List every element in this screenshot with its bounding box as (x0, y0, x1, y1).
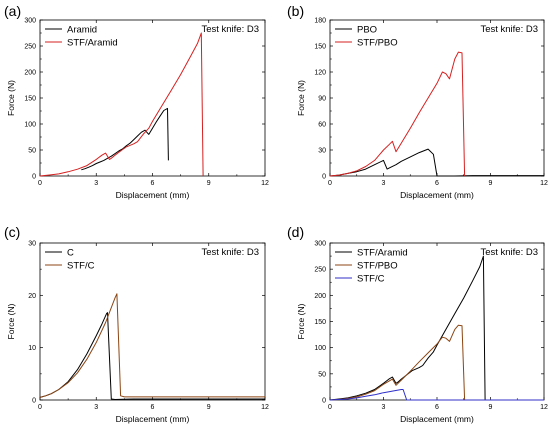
panel-label: (c) (4, 224, 20, 240)
series-line-stf-aramid (329, 255, 544, 401)
y-tick-label: 200 (24, 70, 36, 77)
x-tick-label: 6 (151, 404, 155, 411)
y-tick-label: 30 (318, 148, 326, 155)
y-tick-label: 180 (314, 18, 326, 25)
y-tick-label: 0 (322, 398, 326, 405)
series-line-stf-pbo (329, 324, 466, 401)
y-tick-label: 300 (314, 241, 326, 248)
legend-label: Aramid (67, 25, 97, 36)
x-tick-label: 9 (489, 180, 493, 187)
y-tick-label: 250 (314, 267, 326, 274)
y-tick-label: 30 (28, 241, 36, 248)
series-line-stf-aramid (39, 32, 204, 177)
x-tick-label: 0 (38, 404, 42, 411)
y-tick-label: 60 (318, 122, 326, 129)
x-tick-label: 12 (540, 180, 548, 187)
x-tick-label: 3 (94, 404, 98, 411)
panel-label: (b) (287, 3, 304, 19)
series-line-stf-pbo (329, 51, 466, 177)
legend-label: STF/PBO (357, 261, 398, 272)
y-tick-label: 100 (24, 122, 36, 129)
y-tick-label: 100 (314, 345, 326, 352)
y-tick-label: 0 (32, 174, 36, 181)
y-axis-label: Force (N) (296, 80, 306, 116)
y-axis-label: Force (N) (6, 303, 16, 339)
y-tick-label: 0 (32, 398, 36, 405)
x-tick-label: 9 (207, 180, 211, 187)
y-tick-label: 200 (314, 293, 326, 300)
series-line-stf-c (39, 293, 265, 398)
legend-label: C (67, 248, 74, 259)
y-tick-label: 20 (28, 293, 36, 300)
y-tick-label: 90 (318, 96, 326, 103)
y-axis-label: Force (N) (296, 303, 306, 339)
x-tick-label: 0 (328, 404, 332, 411)
x-axis-label: Displacement (mm) (116, 414, 190, 424)
x-tick-label: 3 (382, 404, 386, 411)
test-knife-annotation: Test knife: D3 (201, 247, 259, 258)
y-tick-label: 0 (322, 174, 326, 181)
y-tick-label: 250 (24, 44, 36, 51)
x-tick-label: 6 (435, 404, 439, 411)
y-axis-label: Force (N) (6, 80, 16, 116)
series-line-c (39, 312, 265, 400)
x-axis-label: Displacement (mm) (400, 190, 474, 200)
legend-label: STF/Aramid (357, 248, 408, 259)
x-tick-label: 12 (261, 404, 269, 411)
x-tick-label: 0 (38, 180, 42, 187)
x-tick-label: 12 (261, 180, 269, 187)
y-tick-label: 150 (314, 319, 326, 326)
y-tick-label: 50 (28, 148, 36, 155)
x-tick-label: 3 (382, 180, 386, 187)
chart-panel-2: (c) 0 3 6 9 12 0 10 20 30 Displacement (mm) Force (… (4, 224, 269, 424)
legend-label: STF/Aramid (67, 38, 118, 49)
series-line-aramid (81, 107, 169, 171)
x-tick-label: 12 (540, 404, 548, 411)
legend-label: STF/C (67, 261, 95, 272)
chart-panel-0: (a) 0 3 6 9 12 0 50 100 150 200 250 300 Displacement … (4, 3, 269, 200)
panel-label: (d) (287, 224, 304, 240)
y-tick-label: 10 (28, 345, 36, 352)
y-tick-label: 120 (314, 70, 326, 77)
series-line-pbo (329, 148, 544, 177)
x-tick-label: 3 (94, 180, 98, 187)
legend-label: STF/C (357, 274, 385, 285)
y-tick-label: 50 (318, 371, 326, 378)
chart-panel-3: (d) 0 3 6 9 12 0 50 100 150 200 250 300 Displacement … (287, 224, 548, 424)
x-axis-label: Displacement (mm) (400, 414, 474, 424)
panel-label: (a) (4, 3, 21, 19)
x-axis-label: Displacement (mm) (116, 190, 190, 200)
series-line-stf-c (329, 389, 544, 401)
test-knife-annotation: Test knife: D3 (480, 24, 538, 35)
x-tick-label: 0 (328, 180, 332, 187)
x-tick-label: 6 (151, 180, 155, 187)
legend-label: STF/PBO (357, 38, 398, 49)
y-tick-label: 300 (24, 18, 36, 25)
x-tick-label: 6 (435, 180, 439, 187)
legend-label: PBO (357, 25, 377, 36)
y-tick-label: 150 (314, 44, 326, 51)
x-tick-label: 9 (489, 404, 493, 411)
y-tick-label: 150 (24, 96, 36, 103)
test-knife-annotation: Test knife: D3 (480, 247, 538, 258)
test-knife-annotation: Test knife: D3 (201, 24, 259, 35)
x-tick-label: 9 (207, 404, 211, 411)
